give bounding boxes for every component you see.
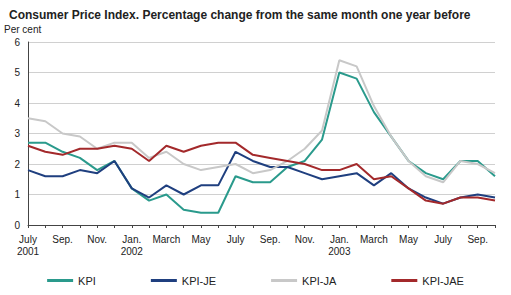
svg-text:2003: 2003 [328, 246, 351, 257]
svg-text:6: 6 [14, 37, 20, 48]
svg-text:KPI-JE: KPI-JE [182, 275, 216, 287]
svg-text:March: March [360, 234, 388, 245]
svg-text:July: July [227, 234, 245, 245]
svg-text:Sep.: Sep. [52, 234, 73, 245]
svg-text:2001: 2001 [17, 246, 40, 257]
svg-text:Per cent: Per cent [4, 24, 41, 35]
svg-text:May: May [399, 234, 418, 245]
svg-text:KPI-JAE: KPI-JAE [422, 275, 464, 287]
svg-text:2: 2 [14, 159, 20, 170]
svg-text:Jan.: Jan. [330, 234, 349, 245]
svg-text:Sep.: Sep. [260, 234, 281, 245]
svg-text:KPI: KPI [78, 275, 96, 287]
svg-text:July: July [19, 234, 37, 245]
svg-text:Sep.: Sep. [467, 234, 488, 245]
svg-text:Jan.: Jan. [122, 234, 141, 245]
svg-text:0: 0 [14, 220, 20, 231]
svg-text:Nov.: Nov. [295, 234, 315, 245]
svg-text:May: May [192, 234, 211, 245]
svg-text:KPI-JA: KPI-JA [302, 275, 337, 287]
svg-text:2002: 2002 [121, 246, 144, 257]
svg-text:1: 1 [14, 189, 20, 200]
svg-text:Nov.: Nov. [87, 234, 107, 245]
svg-text:4: 4 [14, 98, 20, 109]
svg-text:March: March [152, 234, 180, 245]
svg-text:5: 5 [14, 67, 20, 78]
svg-text:Consumer Price Index. Percenta: Consumer Price Index. Percentage change … [9, 8, 471, 22]
svg-text:July: July [434, 234, 452, 245]
svg-text:3: 3 [14, 128, 20, 139]
